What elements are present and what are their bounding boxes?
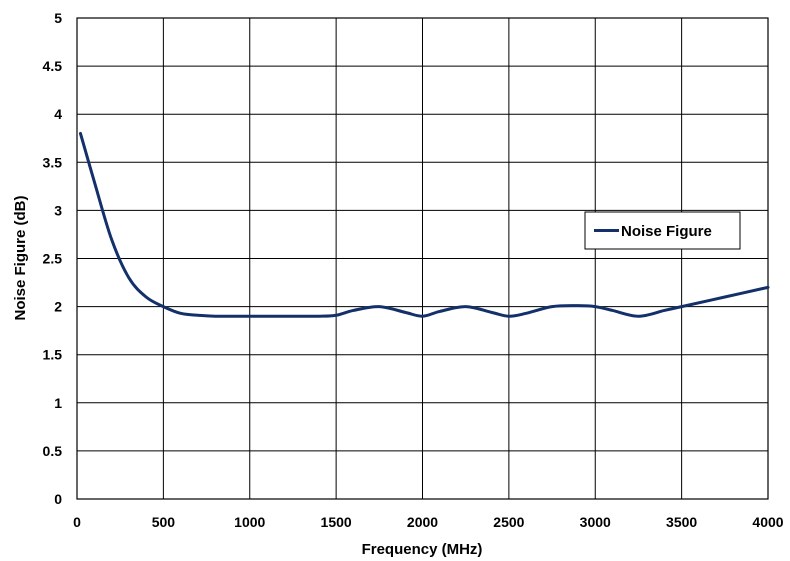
y-tick-label: 0.5 — [43, 443, 63, 459]
grid-lines — [76, 17, 769, 500]
y-tick-label: 2.5 — [43, 251, 63, 267]
x-tick-label: 500 — [152, 514, 176, 530]
y-axis-ticks: 0 0.5 1 1.5 2 2.5 3 3.5 4 4.5 5 — [43, 10, 63, 507]
y-tick-label: 2 — [54, 299, 62, 315]
y-tick-label: 1.5 — [43, 347, 63, 363]
series-lines — [78, 131, 770, 318]
y-tick-label: 4 — [54, 106, 62, 122]
x-axis-title: Frequency (MHz) — [362, 541, 483, 558]
x-tick-label: 1500 — [321, 514, 352, 530]
y-tick-label: 3.5 — [43, 154, 63, 170]
series-line-0 — [78, 131, 770, 318]
y-tick-label: 1 — [54, 395, 62, 411]
legend: Noise Figure — [584, 211, 741, 250]
y-tick-label: 3 — [54, 202, 62, 218]
plot-frame — [76, 17, 769, 500]
y-tick-label: 0 — [54, 491, 62, 507]
x-tick-label: 2000 — [407, 514, 438, 530]
y-tick-label: 5 — [54, 10, 62, 26]
x-tick-label: 2500 — [493, 514, 524, 530]
x-tick-label: 3000 — [580, 514, 611, 530]
y-tick-label: 4.5 — [43, 58, 63, 74]
x-tick-label: 1000 — [234, 514, 265, 530]
x-axis-ticks: 0 500 1000 1500 2000 2500 3000 3500 4000 — [73, 514, 784, 530]
legend-label-noise-figure: Noise Figure — [621, 223, 712, 240]
x-tick-label: 4000 — [752, 514, 783, 530]
y-axis-title: Noise Figure (dB) — [12, 195, 29, 320]
x-tick-label: 3500 — [666, 514, 697, 530]
x-tick-label: 0 — [73, 514, 81, 530]
